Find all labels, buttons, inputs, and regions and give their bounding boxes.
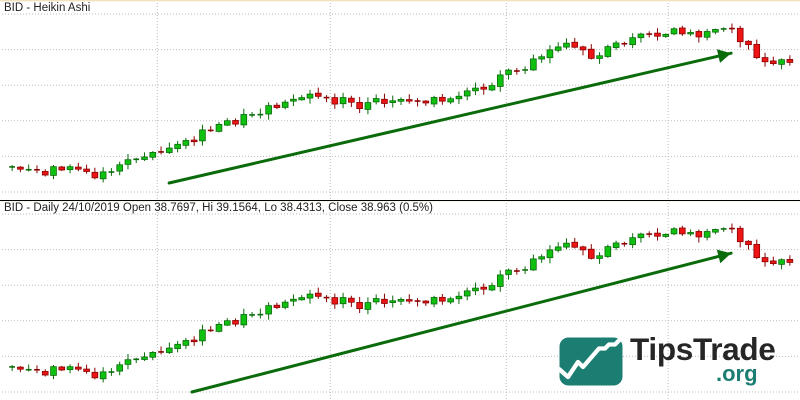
svg-text:.org: .org	[716, 361, 758, 386]
